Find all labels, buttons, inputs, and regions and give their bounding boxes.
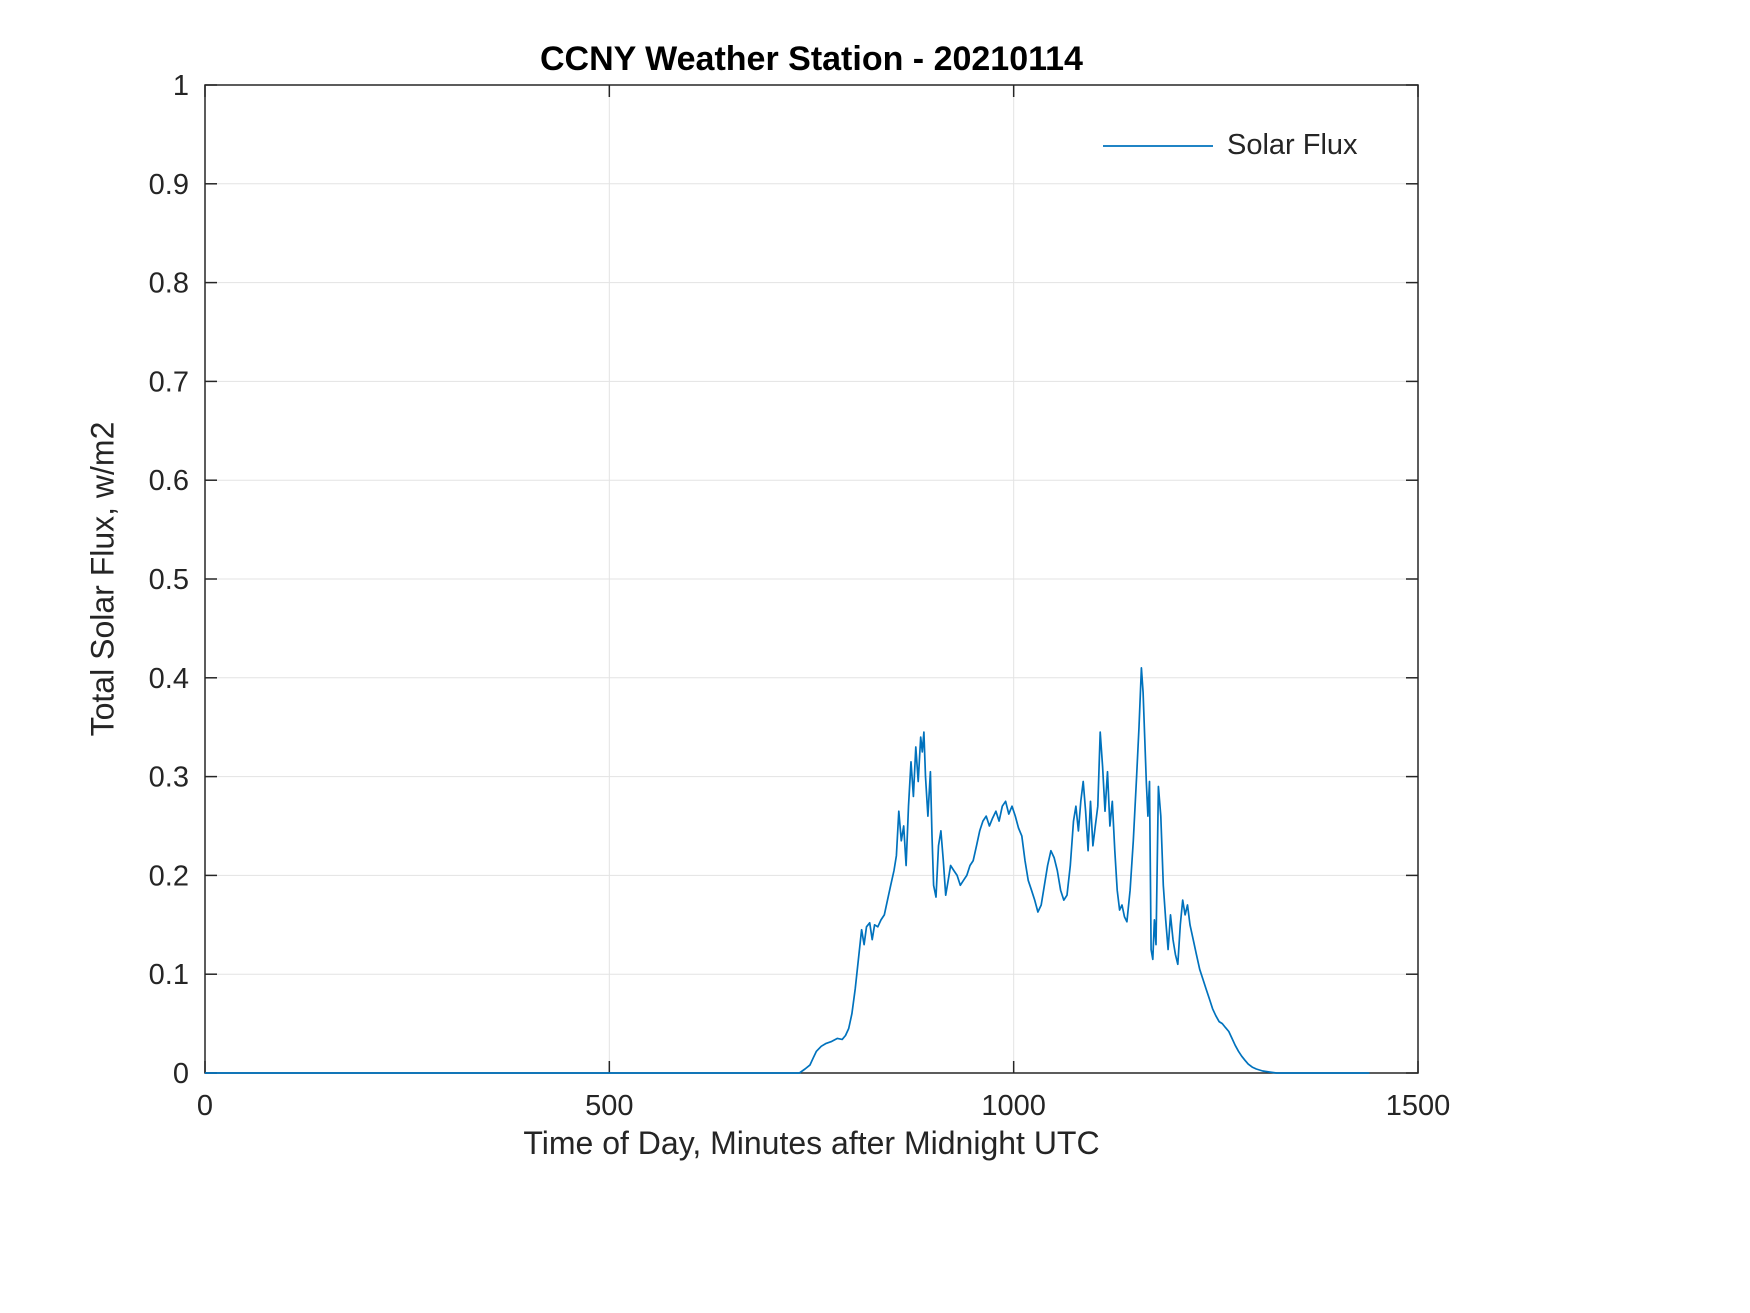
- y-tick-label: 0.5: [149, 564, 189, 596]
- y-tick-label: 0.3: [149, 762, 189, 794]
- y-tick-label: 1: [173, 70, 189, 102]
- y-tick-label: 0.2: [149, 860, 189, 892]
- y-tick-label: 0.7: [149, 366, 189, 398]
- x-axis-label: Time of Day, Minutes after Midnight UTC: [523, 1125, 1100, 1161]
- legend-entry-solar-flux: Solar Flux: [1227, 129, 1358, 161]
- x-tick-label: 1000: [981, 1090, 1046, 1122]
- x-tick-label: 1500: [1386, 1090, 1451, 1122]
- y-tick-label: 0.4: [149, 663, 189, 695]
- y-tick-label: 0.1: [149, 959, 189, 991]
- y-axis-label: Total Solar Flux, w/m2: [84, 421, 121, 737]
- solar-flux-line: [205, 667, 1370, 1074]
- x-tick-label: 0: [197, 1090, 213, 1122]
- chart-title: CCNY Weather Station - 20210114: [540, 40, 1083, 78]
- y-tick-label: 0.9: [149, 169, 189, 201]
- y-tick-label: 0.6: [149, 465, 189, 497]
- y-tick-label: 0: [173, 1058, 189, 1090]
- y-tick-label: 0.8: [149, 268, 189, 300]
- x-tick-label: 500: [585, 1090, 633, 1122]
